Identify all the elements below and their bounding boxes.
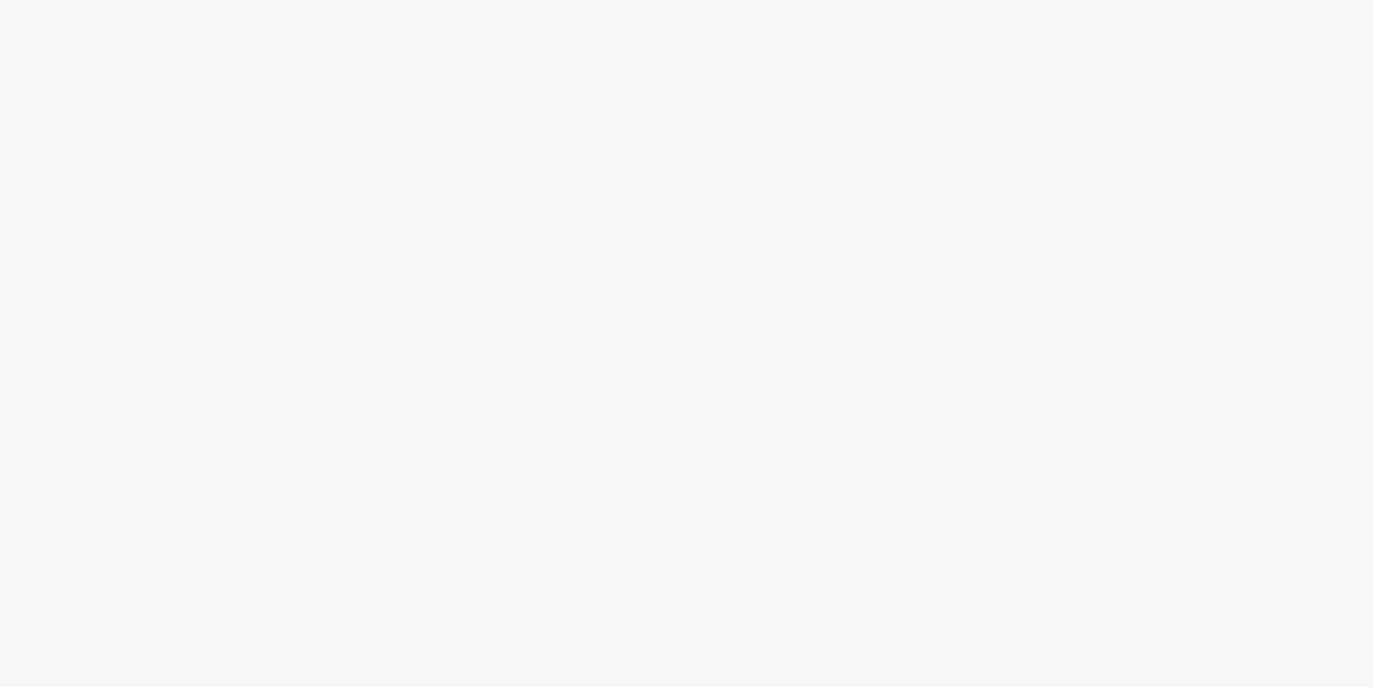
orange-plot-svg xyxy=(687,344,1373,687)
chart-cell-apple xyxy=(687,0,1373,343)
chart-cell-banana xyxy=(0,344,686,687)
banana-plot-svg xyxy=(0,344,686,687)
chart-cell-orange xyxy=(687,344,1373,687)
apple-plot-svg xyxy=(687,0,1373,343)
fruits-plot-svg xyxy=(0,0,686,343)
chart-cell-fruits xyxy=(0,0,686,343)
